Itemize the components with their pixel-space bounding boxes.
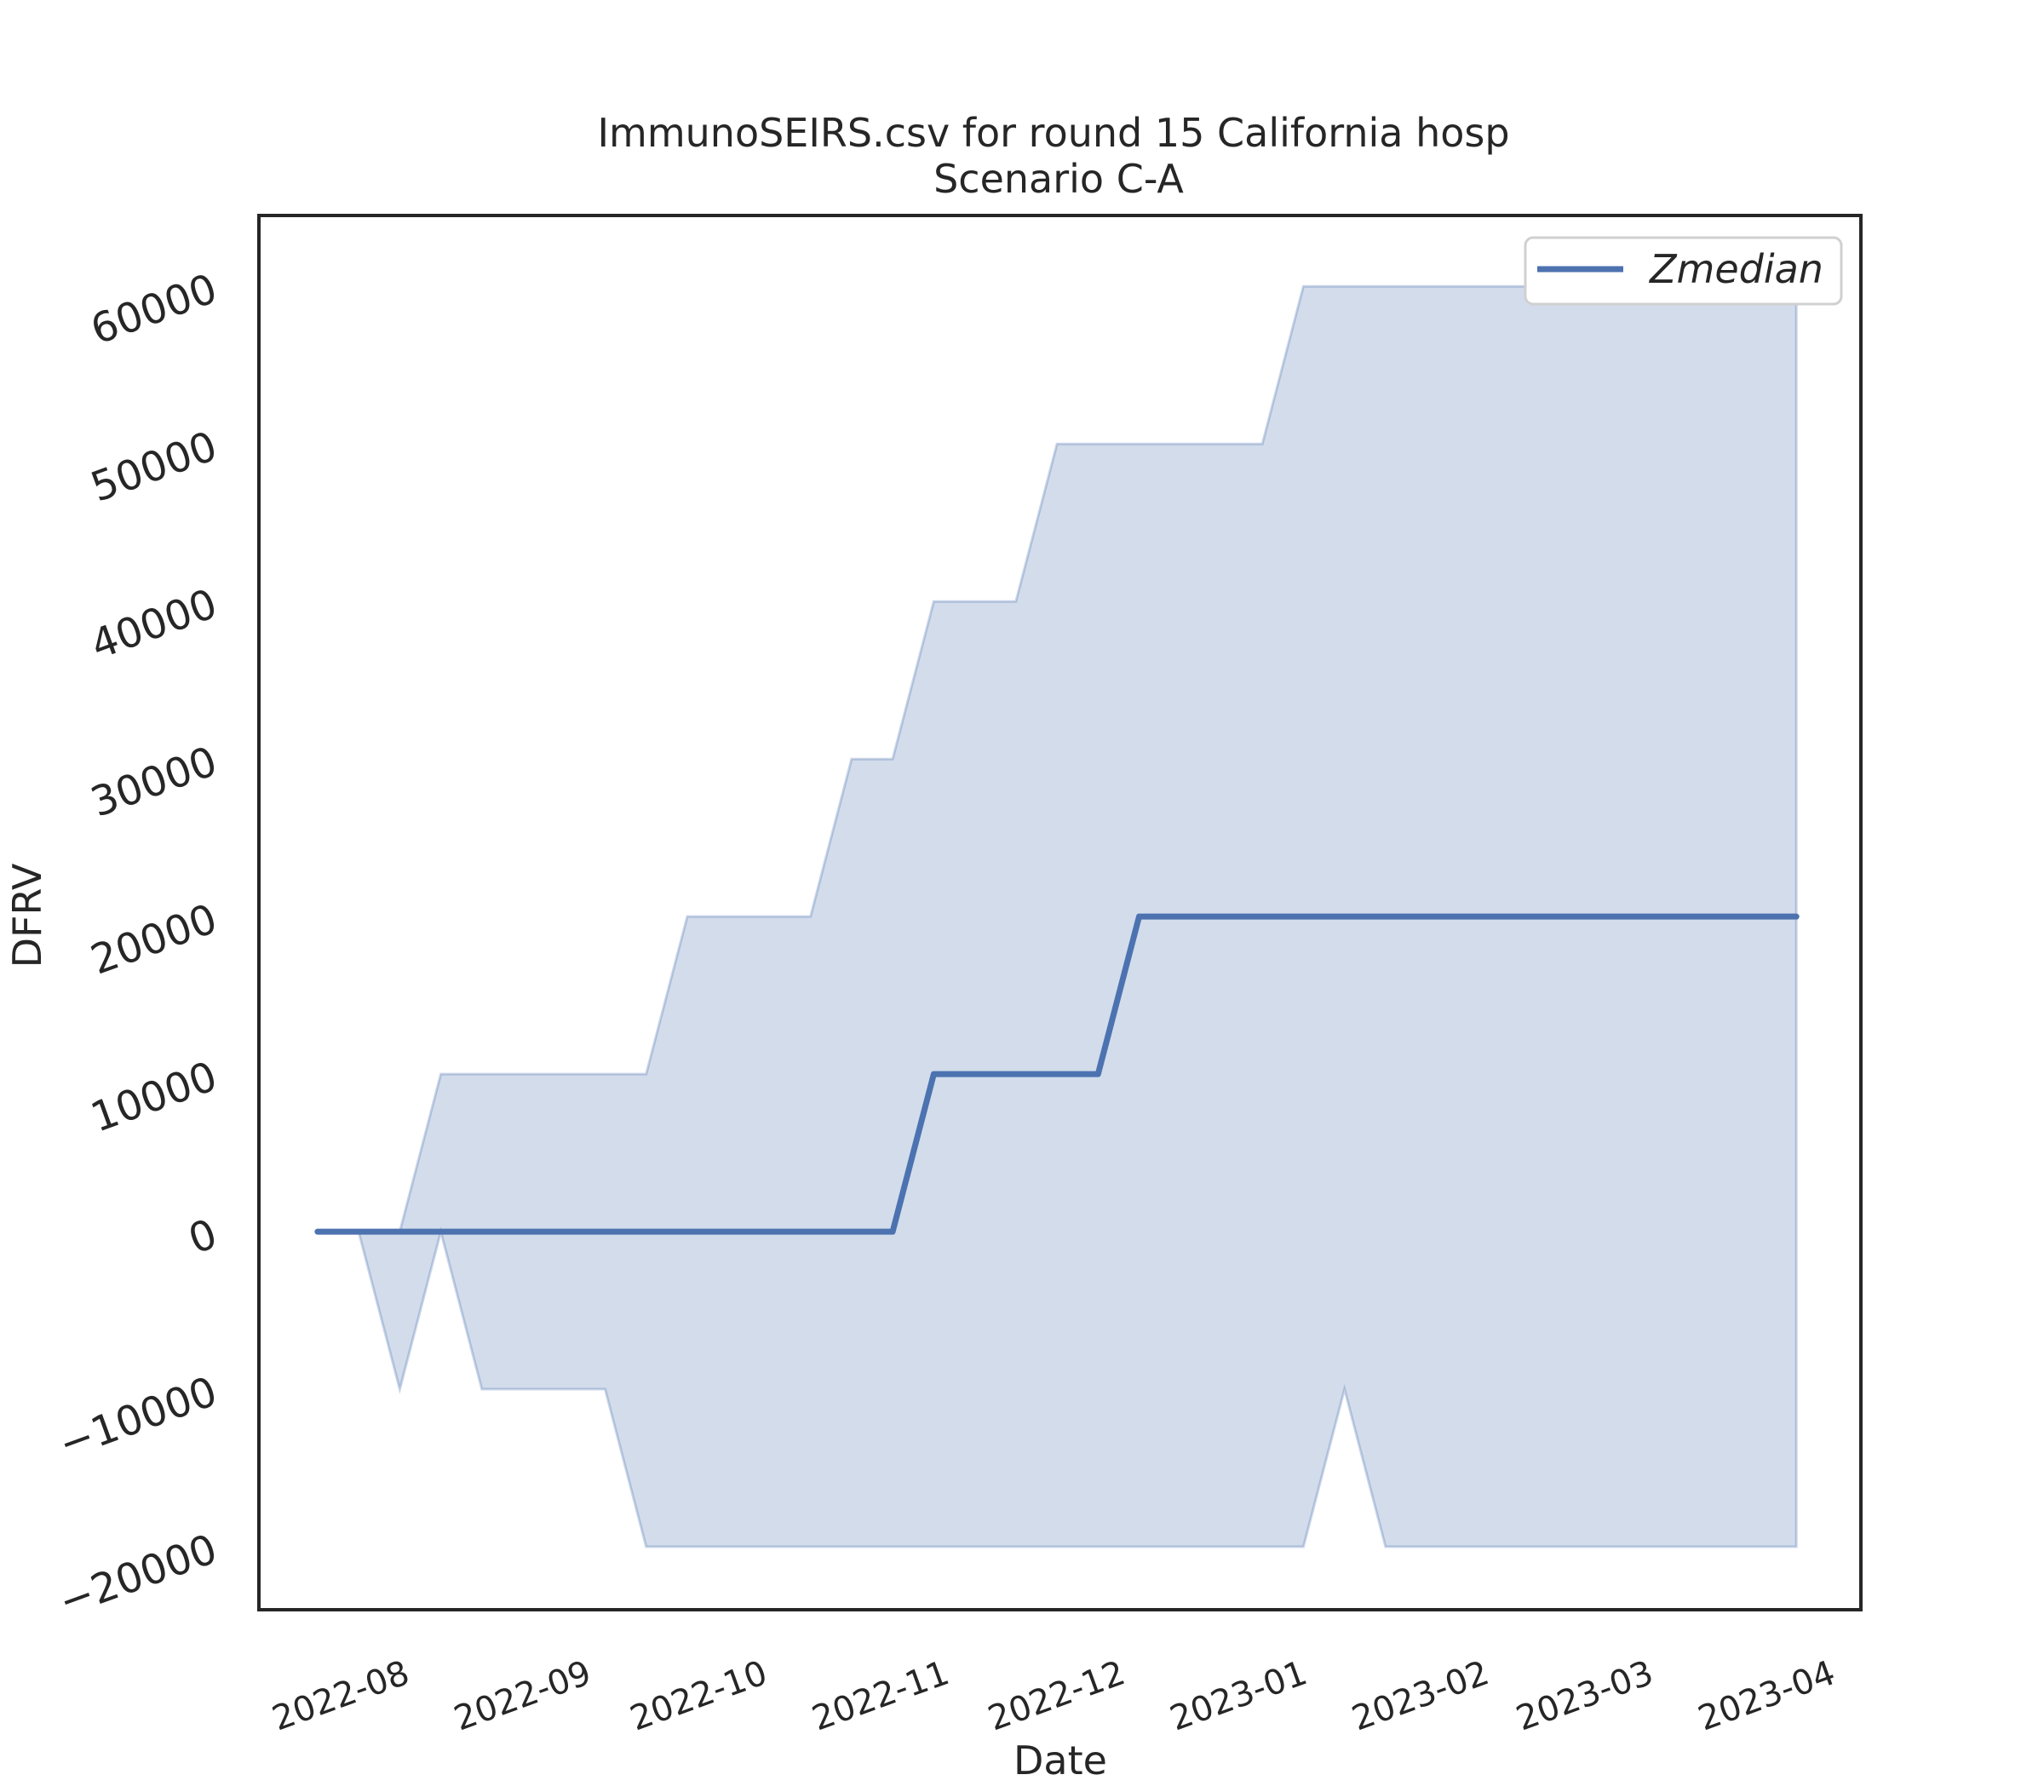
- legend-box: [1524, 236, 1843, 306]
- y-tick-label: −10000: [53, 1368, 223, 1469]
- x-tick-label: 2022-09: [449, 1653, 596, 1738]
- y-tick-label: 20000: [84, 895, 223, 985]
- x-tick-label: 2023-01: [1165, 1653, 1312, 1738]
- series-line-zmedian: [314, 913, 1800, 1235]
- y-tick-label: 40000: [84, 580, 223, 669]
- y-tick-label: 30000: [84, 738, 223, 827]
- chart-subtitle: Scenario C-A: [933, 156, 1184, 202]
- x-tick-label: 2022-11: [807, 1653, 955, 1738]
- y-axis-label: DFRV: [4, 863, 50, 968]
- y-tick-label: 0: [182, 1210, 223, 1264]
- x-tick-layer: 2022-08 2022-09 2022-10 2022-11 2022-12 2023-…: [267, 1653, 1840, 1738]
- y-tick-label: 50000: [84, 422, 223, 512]
- line-layer: [314, 913, 1800, 1235]
- x-tick-label: 2023-03: [1511, 1653, 1658, 1738]
- x-tick-label: 2022-10: [625, 1653, 772, 1738]
- chart-title: ImmunoSEIRS.csv for round 15 California …: [597, 110, 1509, 156]
- y-tick-label: 60000: [84, 265, 223, 354]
- x-tick-label: 2022-08: [267, 1653, 415, 1738]
- x-tick-label: 2023-02: [1347, 1653, 1495, 1738]
- x-tick-label: 2023-04: [1693, 1653, 1840, 1738]
- legend: Zmedian: [1524, 236, 1843, 306]
- y-tick-label: −20000: [53, 1525, 223, 1627]
- x-tick-label: 2022-12: [983, 1653, 1130, 1738]
- plot-frame: [257, 214, 1863, 1611]
- legend-label-zmedian: Zmedian: [1648, 246, 1823, 292]
- y-tick-label: 10000: [84, 1053, 223, 1142]
- x-axis-label: Date: [1013, 1737, 1107, 1783]
- y-tick-layer: −20000 −10000 0 10000 20000 30000 40000 50000 60…: [53, 265, 223, 1626]
